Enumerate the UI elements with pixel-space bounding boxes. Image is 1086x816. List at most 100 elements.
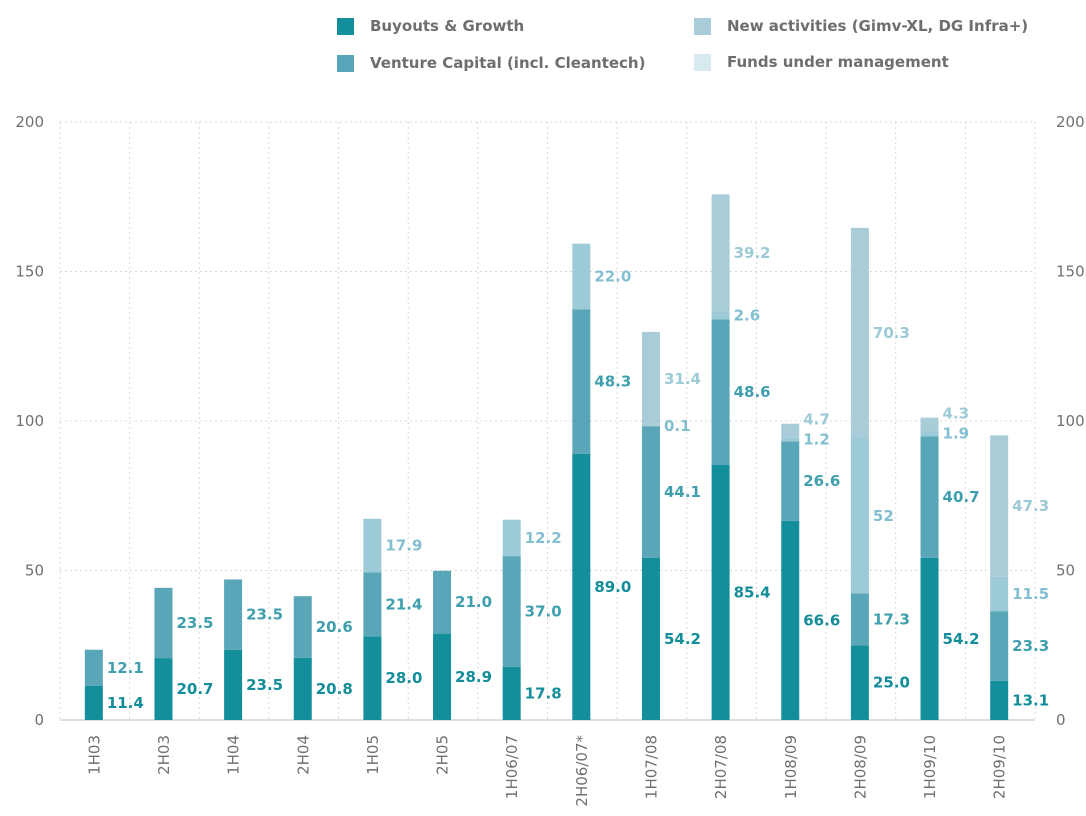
y-tick-label-left: 150: [15, 263, 44, 281]
data-label: 85.4: [734, 583, 771, 601]
x-tick-label: 2H03: [155, 735, 173, 775]
data-label: 54.2: [943, 630, 980, 648]
data-label: 70.3: [873, 324, 910, 342]
bar-segment: [850, 227, 869, 439]
legend-label-venture-capital: Venture Capital (incl. Cleantech): [370, 54, 646, 72]
axes: 0 0 50 50 100 100 150 150 200 200 1H03 2H03 1H04 2H04…: [15, 113, 1084, 807]
data-label: 4.7: [803, 411, 830, 429]
data-label: 11.5: [1012, 585, 1049, 603]
data-label: 22.0: [594, 268, 631, 286]
bar-segment: [850, 438, 869, 594]
legend-swatch-funds-under-management: [694, 53, 711, 71]
data-label: 89.0: [594, 578, 631, 596]
data-label: 44.1: [664, 483, 701, 501]
bar-segment: [154, 587, 173, 659]
bar-segment: [502, 519, 521, 557]
bar-segment: [781, 437, 800, 442]
bar-segment: [293, 596, 312, 658]
legend-item-venture-capital: Venture Capital (incl. Cleantech): [337, 54, 645, 72]
bar-segment: [850, 645, 869, 720]
x-tick-label: 1H06/07: [503, 735, 521, 799]
bar-segment: [502, 666, 521, 720]
y-tick-label-right: 200: [1056, 113, 1085, 131]
y-tick-label-right: 100: [1056, 412, 1085, 430]
bar-segment: [641, 426, 660, 558]
bar-segment: [224, 579, 243, 650]
bar-segment: [572, 453, 591, 720]
legend-swatch-buyouts-growth: [337, 17, 354, 35]
bar-segment: [502, 556, 521, 667]
x-tick-label: 2H09/10: [991, 735, 1009, 799]
legend-item-new-activities: New activities (Gimv-XL, DG Infra+): [694, 17, 1028, 35]
data-label: 20.7: [176, 680, 213, 698]
data-label: 52: [873, 507, 894, 525]
bar-segment: [641, 425, 660, 427]
y-tick-label-left: 50: [25, 562, 44, 580]
data-label: 23.5: [176, 614, 213, 632]
data-label: 48.6: [734, 383, 771, 401]
data-label: 28.0: [385, 669, 422, 687]
data-label: 23.3: [1012, 637, 1049, 655]
bar-segment: [641, 557, 660, 720]
x-tick-label: 1H09/10: [921, 735, 939, 799]
data-label: 2.6: [734, 306, 761, 324]
legend-label-buyouts-growth: Buyouts & Growth: [370, 17, 525, 35]
data-label: 39.2: [734, 244, 771, 262]
bar-segment: [781, 423, 800, 438]
bar-segment: [572, 243, 591, 310]
legend-swatch-venture-capital: [337, 54, 354, 72]
x-tick-label: 1H05: [364, 735, 382, 775]
data-label: 54.2: [664, 630, 701, 648]
data-label: 0.1: [664, 417, 691, 435]
y-tick-label-right: 150: [1056, 263, 1085, 281]
legend-item-funds-under-management: Funds under management: [694, 53, 949, 71]
data-label: 23.5: [246, 676, 283, 694]
x-tick-label: 2H07/08: [712, 735, 730, 799]
data-label: 17.9: [385, 537, 422, 555]
data-label: 40.7: [943, 488, 980, 506]
x-tick-label: 1H07/08: [642, 735, 660, 799]
bar-segment: [920, 557, 939, 720]
legend-label-funds-under-management: Funds under management: [727, 53, 949, 71]
bar-segment: [781, 441, 800, 521]
bar-segment: [711, 194, 730, 312]
bar-segment: [781, 520, 800, 720]
data-label: 4.3: [943, 404, 970, 422]
bar-segment: [363, 572, 382, 637]
x-tick-label: 2H04: [294, 735, 312, 775]
bar-segment: [850, 593, 869, 646]
data-label: 25.0: [873, 674, 910, 692]
y-tick-label-right: 50: [1056, 562, 1075, 580]
y-tick-label-right: 0: [1056, 711, 1066, 729]
data-label: 31.4: [664, 370, 701, 388]
legend-item-buyouts-growth: Buyouts & Growth: [337, 17, 524, 35]
data-label: 17.8: [525, 684, 562, 702]
bar-segment: [154, 658, 173, 720]
data-label: 47.3: [1012, 497, 1049, 515]
data-label: 17.3: [873, 610, 910, 628]
data-label: 13.1: [1012, 691, 1049, 709]
bar-segment: [363, 636, 382, 720]
bar-segment: [433, 570, 452, 634]
data-label: 21.0: [455, 593, 492, 611]
bar-segment: [293, 657, 312, 720]
bar-segment: [990, 576, 1009, 612]
bar-segment: [711, 319, 730, 465]
bar-segment: [711, 464, 730, 720]
data-label: 12.2: [525, 529, 562, 547]
data-label: 48.3: [594, 373, 631, 391]
data-labels: 11.4 12.1 20.7 23.5 23.5 23.5 20.8 20.6 28.0 21.4…: [107, 244, 1049, 712]
bar-segment: [920, 417, 939, 431]
data-label: 23.5: [246, 606, 283, 624]
x-tick-label: 1H08/09: [782, 735, 800, 799]
x-tick-label: 1H03: [85, 735, 103, 775]
legend-swatch-new-activities: [694, 17, 711, 35]
data-label: 1.2: [803, 431, 830, 449]
data-label: 12.1: [107, 659, 144, 677]
data-label: 20.8: [316, 680, 353, 698]
x-tick-label: 1H04: [225, 735, 243, 775]
bar-segment: [572, 309, 591, 454]
y-tick-label-left: 100: [15, 412, 44, 430]
data-label: 28.9: [455, 668, 492, 686]
